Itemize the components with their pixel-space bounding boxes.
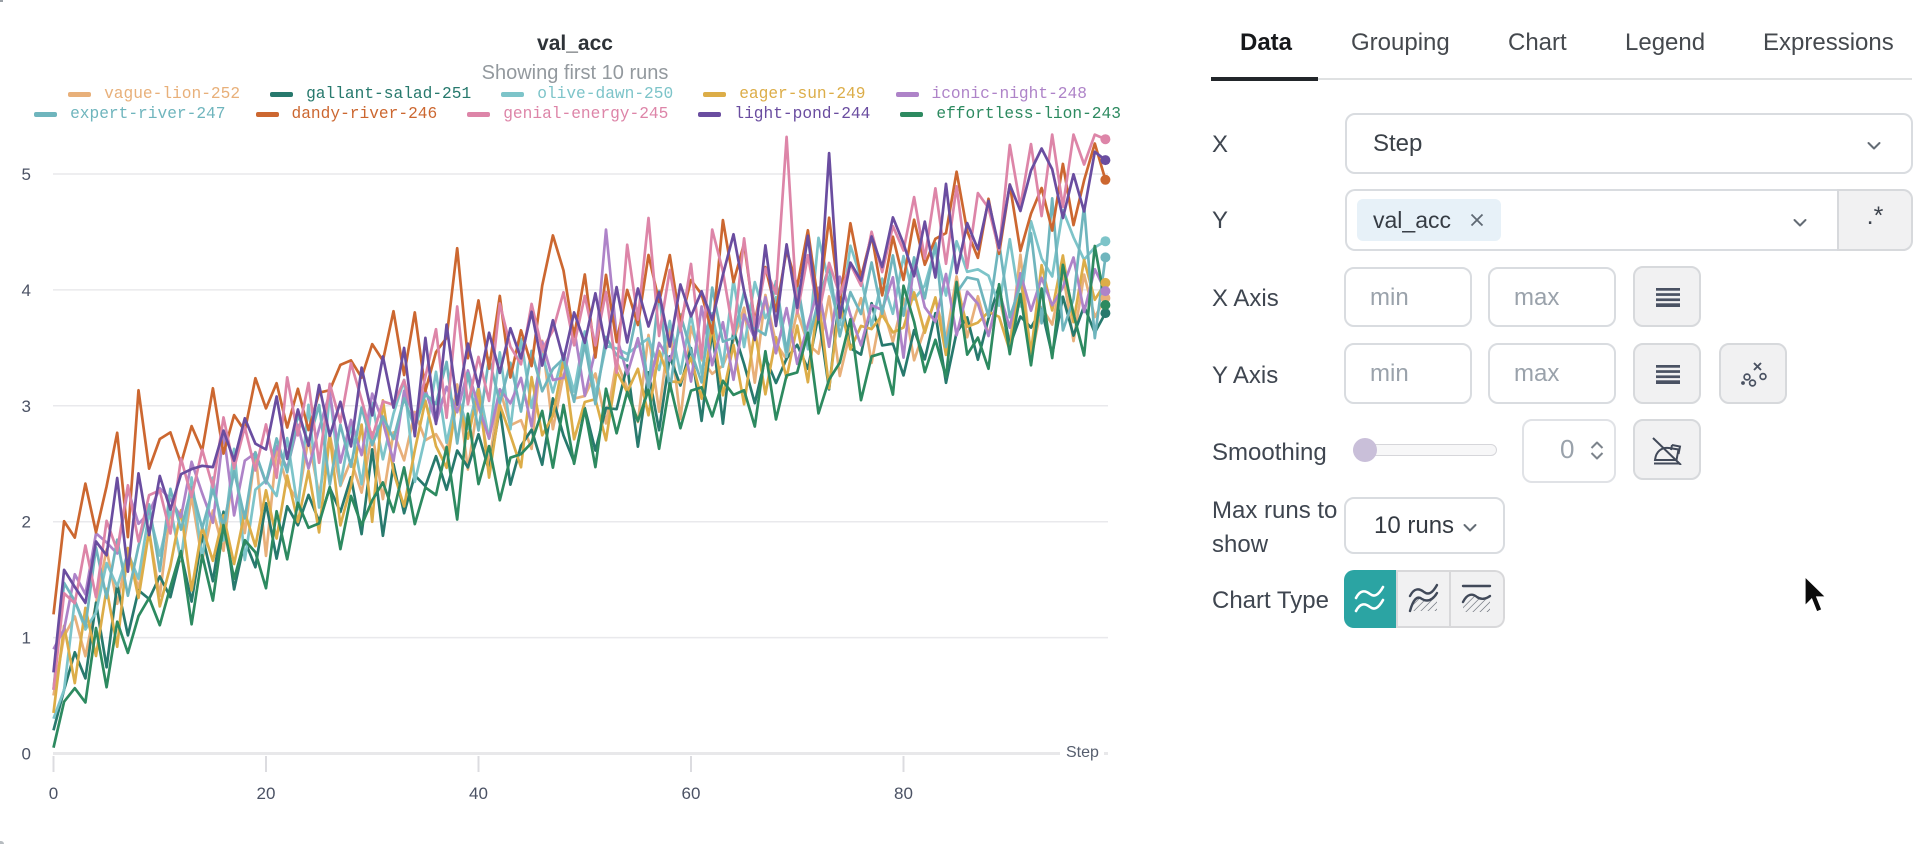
svg-text:60: 60: [682, 784, 701, 803]
svg-text:0: 0: [49, 784, 58, 803]
svg-text:40: 40: [469, 784, 488, 803]
svg-text:2: 2: [22, 513, 31, 532]
svg-text:20: 20: [257, 784, 276, 803]
svg-text:4: 4: [22, 281, 31, 300]
svg-text:0: 0: [22, 745, 31, 764]
svg-text:3: 3: [22, 397, 31, 416]
svg-text:80: 80: [894, 784, 913, 803]
svg-text:Step: Step: [1066, 744, 1099, 761]
svg-text:5: 5: [22, 165, 31, 184]
svg-text:1: 1: [22, 629, 31, 648]
